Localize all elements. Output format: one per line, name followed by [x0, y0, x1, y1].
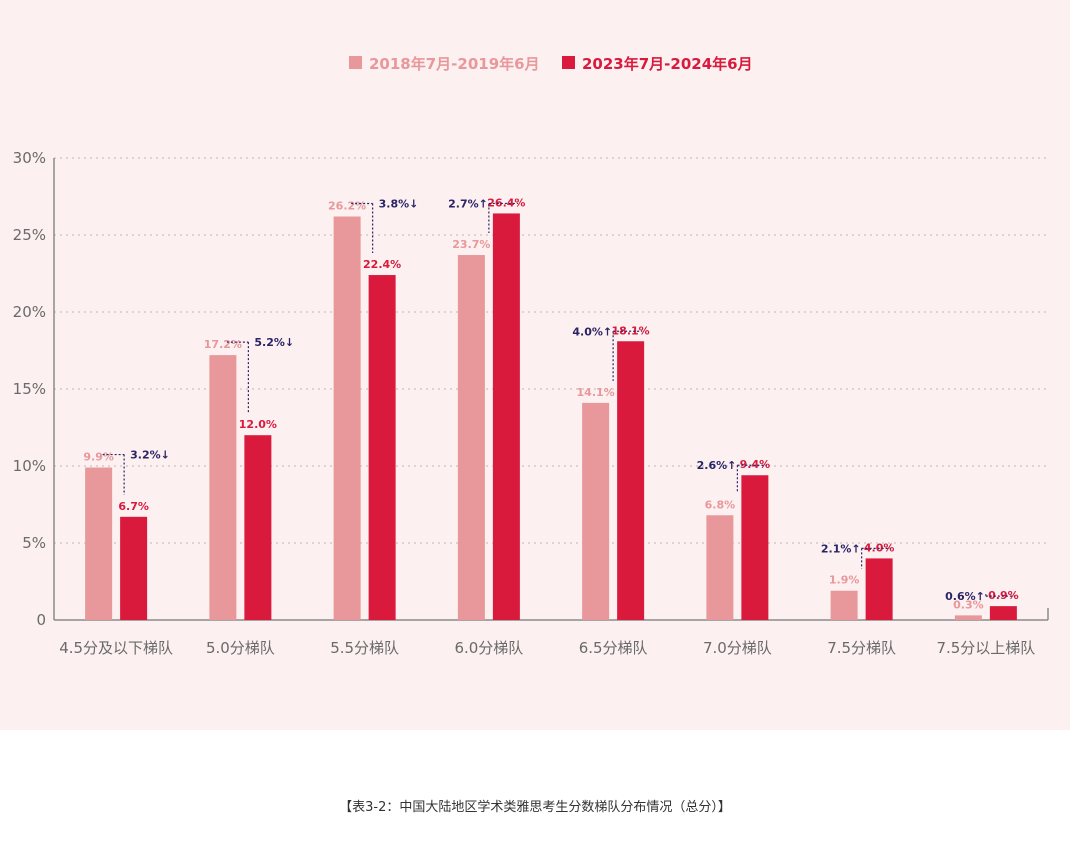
- change-label: 2.7%↑: [448, 197, 488, 210]
- y-tick-label: 10%: [13, 457, 46, 475]
- legend-swatch-series1: [349, 56, 362, 69]
- change-label: 2.1%↑: [821, 542, 861, 555]
- data-label-series1: 1.9%: [829, 574, 860, 587]
- change-label: 0.6%↑: [945, 590, 985, 603]
- data-label-series2: 22.4%: [363, 258, 401, 271]
- x-tick-label: 6.0分梯队: [454, 639, 523, 657]
- x-tick-label: 7.0分梯队: [703, 639, 772, 657]
- bar-series2: [368, 275, 396, 620]
- data-label-series1: 9.9%: [83, 451, 114, 464]
- bar-series1: [85, 467, 113, 620]
- y-tick-label: 20%: [13, 303, 46, 321]
- change-label: 4.0%↑: [572, 325, 612, 338]
- y-tick-label: 25%: [13, 226, 46, 244]
- data-label-series1: 26.2%: [328, 200, 366, 213]
- chart-caption: 【表3-2：中国大陆地区学术类雅思考生分数梯队分布情况（总分）】: [339, 800, 731, 815]
- bar-series2: [741, 475, 769, 620]
- data-label-series2: 6.7%: [118, 500, 149, 513]
- x-tick-label: 5.0分梯队: [206, 639, 275, 657]
- change-label: 3.2%↓: [130, 449, 170, 462]
- y-tick-label: 30%: [13, 149, 46, 167]
- bar-chart: 0 5% 10% 15% 20% 25% 30% 9.9% 6.7% 4.5分及以下梯队 3.2%↓…: [13, 55, 1049, 657]
- data-label-series1: 14.1%: [577, 386, 615, 399]
- data-label-series1: 17.2%: [204, 338, 242, 351]
- bar-series2: [244, 435, 272, 620]
- bar-series2: [120, 516, 148, 620]
- bar-series1: [830, 590, 858, 620]
- change-label: 3.8%↓: [379, 198, 419, 211]
- bar-series1: [706, 515, 734, 620]
- chart-panel: 0 5% 10% 15% 20% 25% 30% 9.9% 6.7% 4.5分及以下梯队 3.2%↓…: [0, 0, 1070, 730]
- bar-series1: [209, 355, 237, 620]
- y-tick-label: 5%: [22, 534, 46, 552]
- bar-series1: [457, 255, 485, 620]
- change-label: 5.2%↓: [254, 336, 294, 349]
- data-label-series1: 23.7%: [452, 238, 490, 251]
- legend-swatch-series2: [562, 56, 575, 69]
- change-label: 2.6%↑: [697, 459, 737, 472]
- bar-series2: [865, 558, 893, 620]
- y-tick-label: 15%: [13, 380, 46, 398]
- x-tick-label: 4.5分及以下梯队: [59, 639, 173, 657]
- x-tick-label: 7.5分梯队: [827, 639, 896, 657]
- y-tick-label: 0: [36, 611, 46, 629]
- x-tick-label: 7.5分以上梯队: [936, 639, 1035, 657]
- data-label-series1: 6.8%: [705, 498, 736, 511]
- bar-series1: [333, 216, 361, 620]
- x-tick-label: 5.5分梯队: [330, 639, 399, 657]
- bar-series1: [582, 402, 610, 620]
- legend-label-series1: 2018年7月-2019年6月: [369, 55, 540, 73]
- data-label-series2: 12.0%: [239, 418, 277, 431]
- bar-series2: [492, 213, 520, 620]
- data-label-series1: 0.3%: [953, 598, 984, 611]
- bar-series2: [989, 606, 1017, 620]
- bar-series2: [617, 341, 645, 620]
- legend-label-series2: 2023年7月-2024年6月: [582, 55, 753, 73]
- x-tick-label: 6.5分梯队: [579, 639, 648, 657]
- bar-series1: [954, 615, 982, 620]
